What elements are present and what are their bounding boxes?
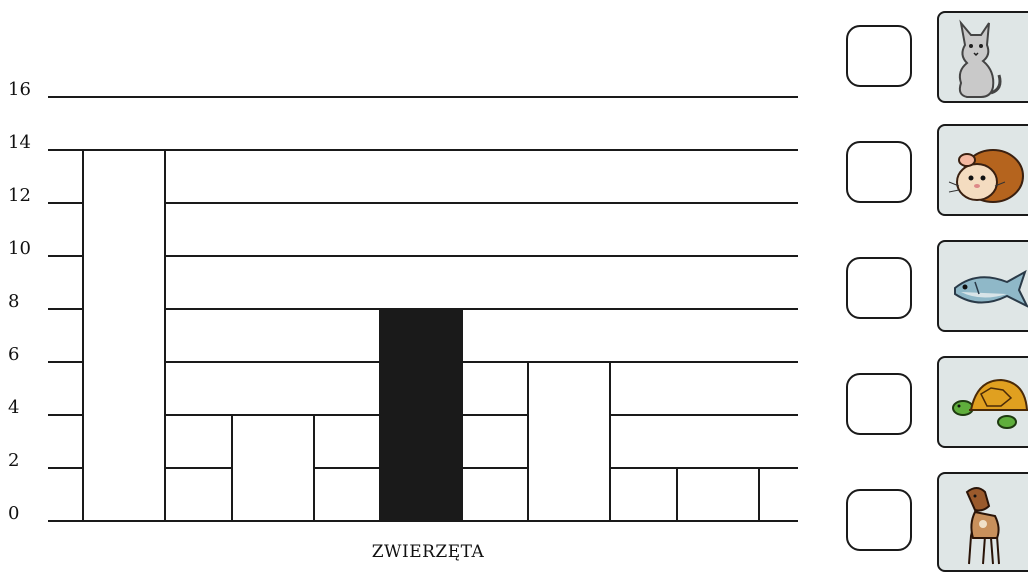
y-axis-ticks: 0 2 4 6 8 10 12 14 16 <box>8 79 31 524</box>
cat-card <box>937 11 1028 103</box>
answer-box-4[interactable] <box>846 373 912 435</box>
dog-icon <box>965 487 1000 565</box>
dog-card <box>937 472 1028 572</box>
chart-bars <box>82 149 760 522</box>
bar-2 <box>231 414 315 522</box>
y-tick-label: 16 <box>8 79 31 100</box>
bar-4 <box>527 361 611 522</box>
bar-3 <box>379 308 463 522</box>
hamster-icon <box>948 149 1024 203</box>
cat-icon <box>958 19 1002 98</box>
y-tick-label: 4 <box>8 397 19 418</box>
y-tick-label: 2 <box>8 450 19 471</box>
fish-card <box>937 240 1028 332</box>
y-tick-label: 6 <box>8 344 19 365</box>
answer-box-1[interactable] <box>846 25 912 87</box>
turtle-card <box>937 356 1028 448</box>
answer-box-3[interactable] <box>846 257 912 319</box>
hamster-card <box>937 124 1028 216</box>
answer-box-5[interactable] <box>846 489 912 551</box>
y-tick-label: 14 <box>8 132 31 153</box>
bar-5 <box>676 467 760 522</box>
y-tick-label: 12 <box>8 185 31 206</box>
fish-icon <box>954 269 1028 308</box>
y-tick-label: 8 <box>8 291 19 312</box>
x-axis-label: ZWIERZĘTA <box>372 542 485 562</box>
y-tick-label: 10 <box>8 238 31 259</box>
answer-box-2[interactable] <box>846 141 912 203</box>
turtle-icon <box>952 378 1028 429</box>
y-tick-label: 0 <box>8 503 19 524</box>
bar-chart: 0 2 4 6 8 10 12 14 16 ZWIERZĘTA <box>8 79 798 562</box>
bar-1 <box>82 149 166 522</box>
